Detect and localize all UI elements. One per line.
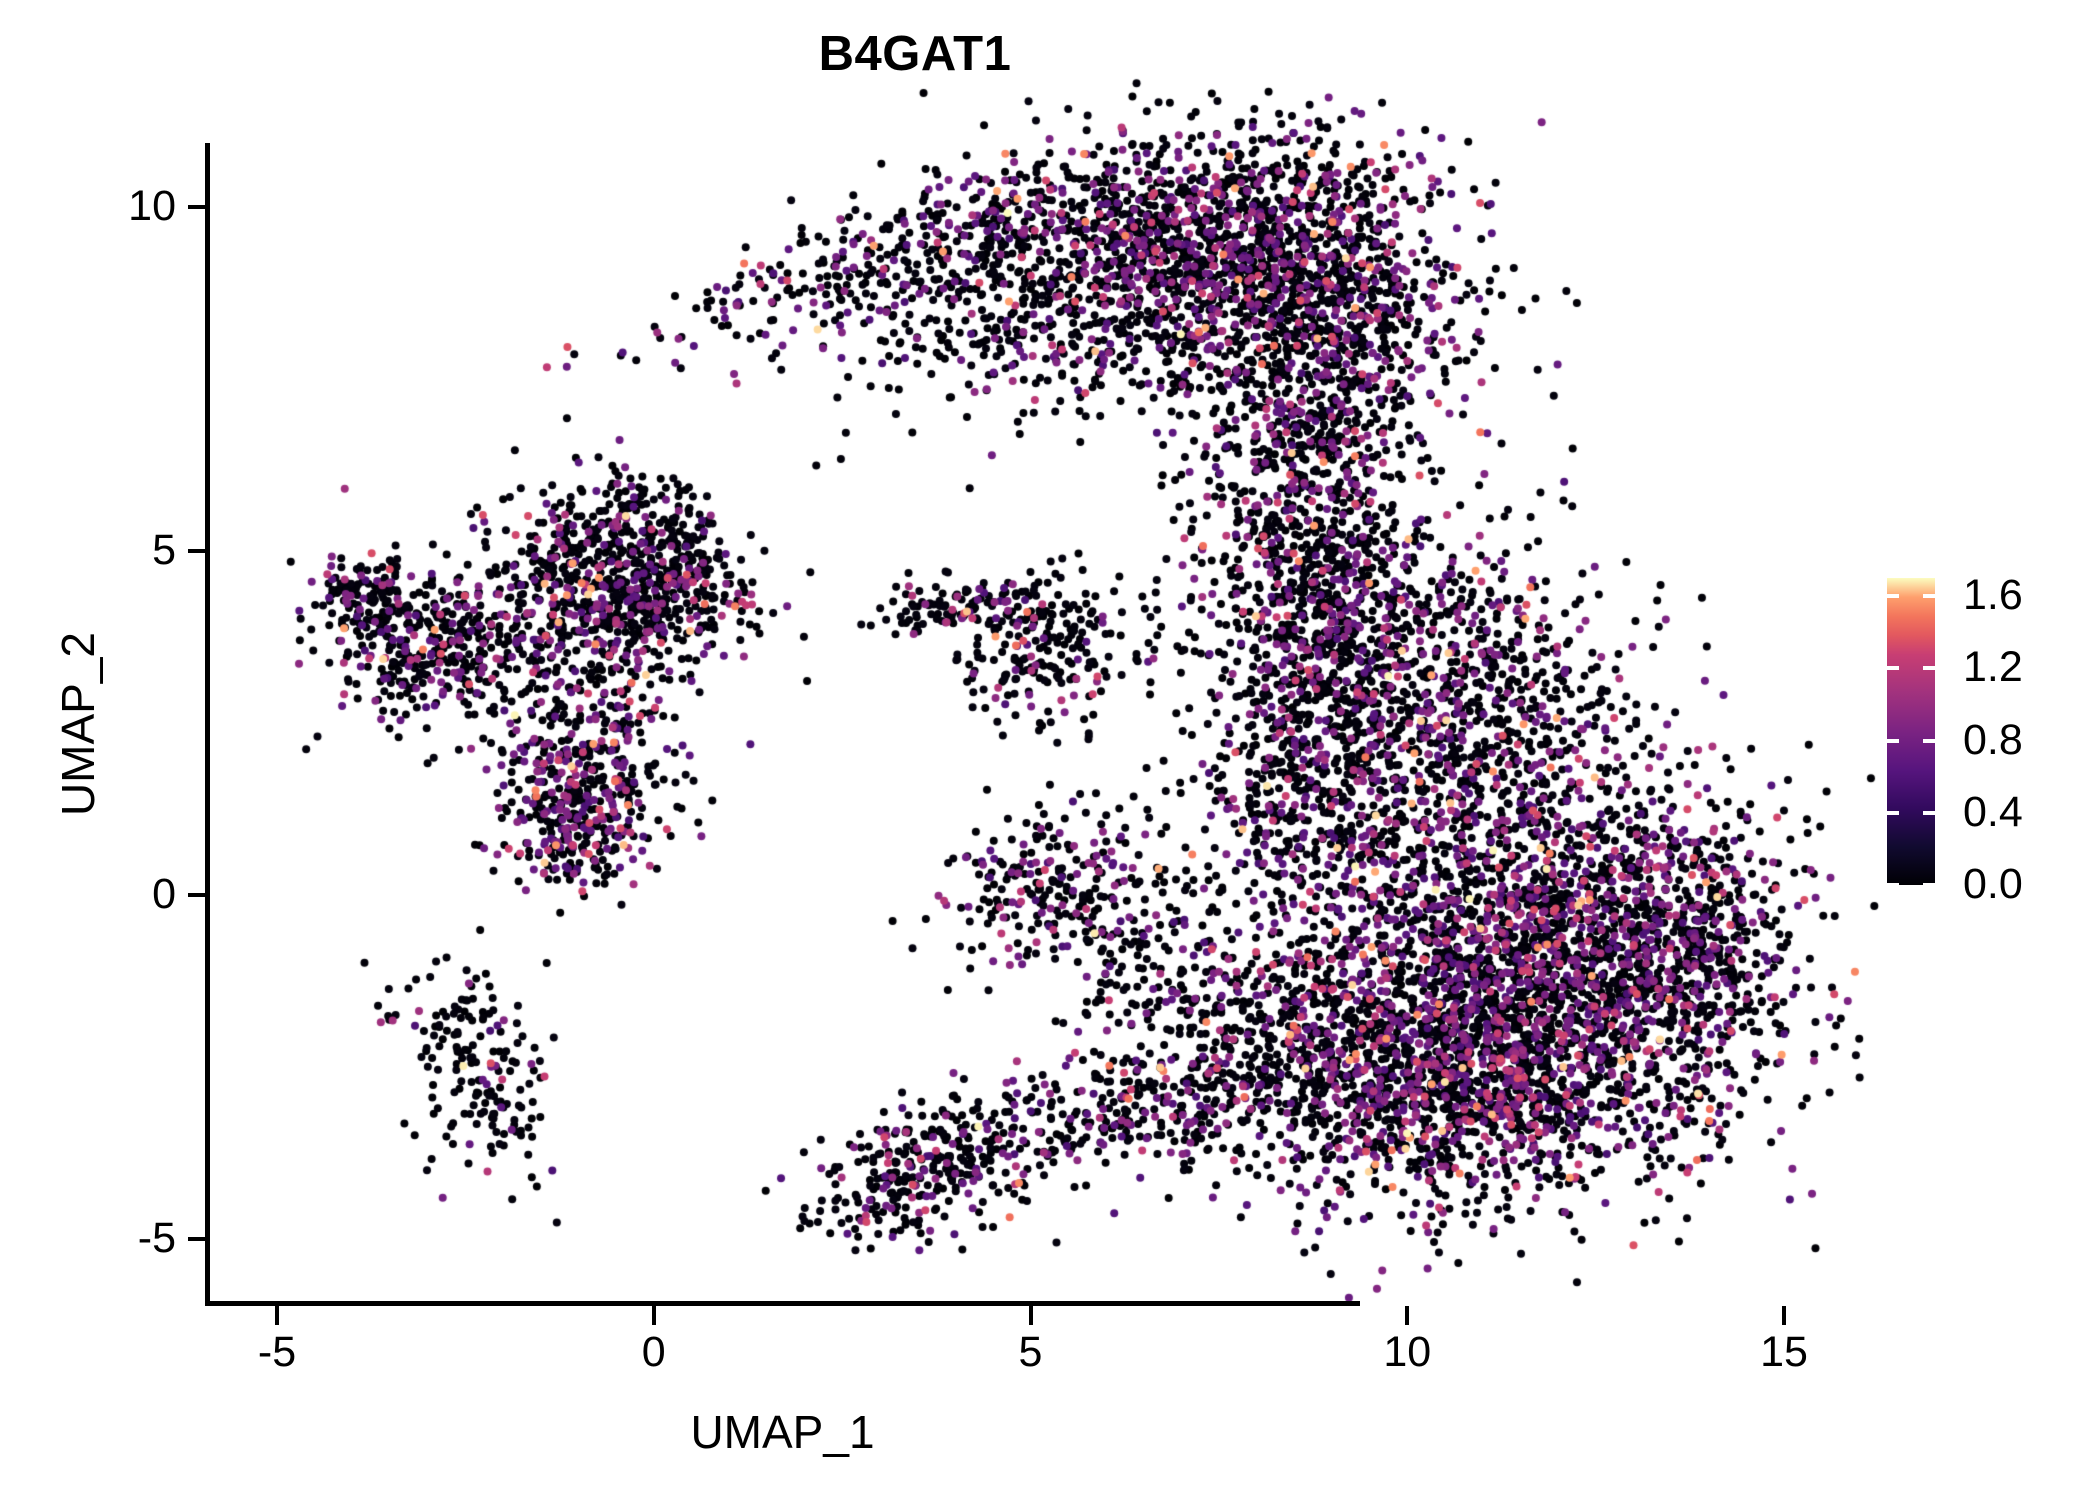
y-tick-label: 10 — [128, 182, 176, 230]
colorbar-tick-mark — [1887, 594, 1899, 599]
x-tick-label: -5 — [257, 1328, 297, 1376]
x-tick-mark — [1028, 1306, 1033, 1325]
colorbar-tick-mark — [1887, 666, 1899, 671]
colorbar-tick-label: 1.2 — [1963, 643, 2023, 692]
colorbar-tick-label: 0.4 — [1963, 787, 2023, 836]
y-axis-title: UMAP_2 — [52, 631, 104, 817]
y-tick-label: 5 — [152, 526, 176, 574]
x-tick-label: 15 — [1760, 1328, 1808, 1376]
x-tick-mark — [275, 1306, 279, 1325]
colorbar-gradient — [1887, 578, 1935, 885]
colorbar-tick-mark — [1887, 738, 1899, 743]
colorbar-tick-label: 0.8 — [1963, 715, 2023, 764]
y-tick-mark — [188, 549, 205, 553]
colorbar-tick-label: 1.6 — [1963, 571, 2023, 620]
y-tick-label: -5 — [137, 1214, 176, 1262]
colorbar-tick-mark — [1923, 666, 1935, 671]
y-tick-mark — [188, 205, 205, 209]
colorbar-tick-mark — [1923, 594, 1935, 599]
x-tick-mark — [1405, 1306, 1410, 1325]
x-tick-mark — [1782, 1306, 1786, 1325]
colorbar-tick-label: 0.0 — [1963, 860, 2023, 908]
y-tick-mark — [188, 893, 205, 897]
x-tick-label: 0 — [641, 1328, 666, 1376]
x-axis-line — [205, 1301, 1360, 1306]
x-tick-label: 5 — [1018, 1328, 1043, 1376]
y-tick-label: 0 — [152, 870, 176, 918]
colorbar-tick-mark — [1923, 810, 1935, 815]
y-axis-line — [205, 143, 210, 1306]
x-axis-title: UMAP_1 — [690, 1406, 875, 1458]
colorbar-tick-mark — [1887, 883, 1899, 887]
x-tick-mark — [651, 1306, 656, 1325]
colorbar-tick-mark — [1923, 883, 1935, 887]
colorbar-tick-mark — [1887, 810, 1899, 815]
x-tick-label: 10 — [1383, 1328, 1432, 1376]
colorbar-tick-mark — [1923, 738, 1935, 743]
y-tick-mark — [188, 1237, 205, 1241]
colorbar-legend — [1887, 578, 1935, 887]
